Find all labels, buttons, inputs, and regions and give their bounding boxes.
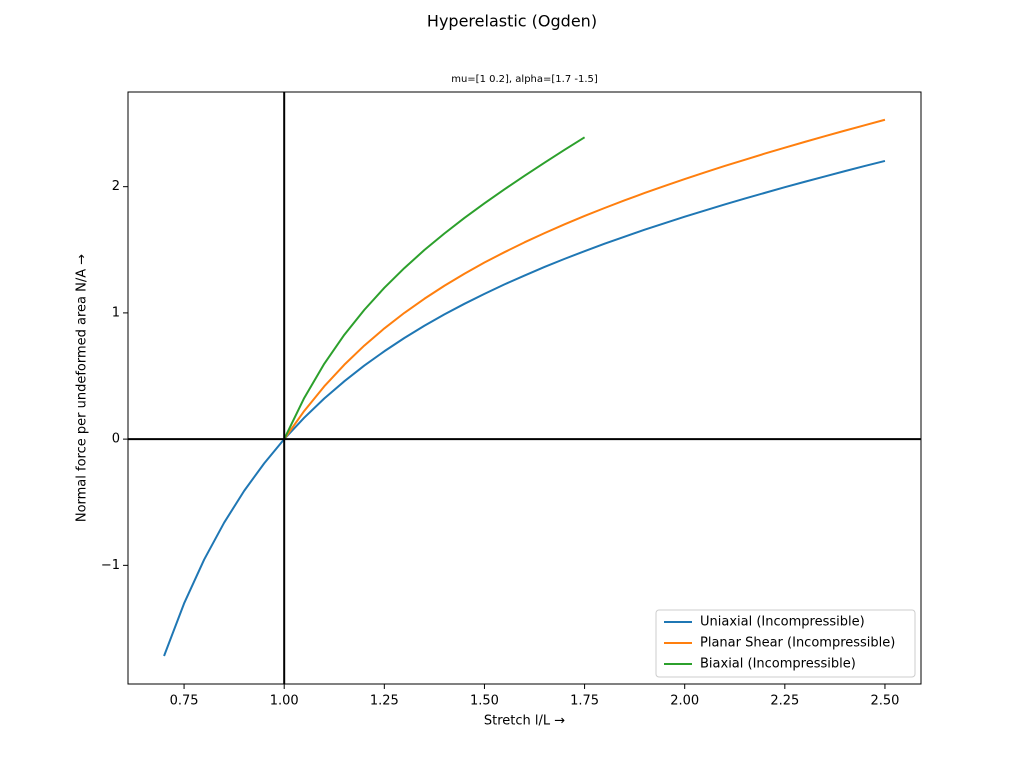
x-tick-label: 2.00 bbox=[670, 694, 699, 709]
legend-box bbox=[655, 609, 916, 678]
y-axis-label: Normal force per undeformed area N/A → bbox=[75, 254, 90, 522]
x-tick-label: 1.00 bbox=[270, 694, 299, 709]
y-tick-label: 0 bbox=[112, 432, 120, 447]
x-axis-label: Stretch l/L → bbox=[484, 714, 565, 729]
x-tick-label: 1.75 bbox=[570, 694, 599, 709]
x-tick-label: 2.50 bbox=[870, 694, 899, 709]
legend-label: Uniaxial (Incompressible) bbox=[700, 615, 865, 630]
y-tick-label: 2 bbox=[112, 179, 120, 194]
x-tick-label: 1.50 bbox=[470, 694, 499, 709]
chart-subtitle: mu=[1 0.2], alpha=[1.7 -1.5] bbox=[451, 74, 598, 85]
chart-title: Hyperelastic (Ogden) bbox=[427, 12, 597, 31]
x-tick-label: 1.25 bbox=[370, 694, 399, 709]
data-line bbox=[283, 136, 586, 440]
plot-frame bbox=[127, 91, 922, 685]
data-line bbox=[283, 118, 886, 440]
x-tick-label: 0.75 bbox=[170, 694, 199, 709]
y-tick-label: −1 bbox=[101, 558, 120, 573]
x-tick-label: 2.25 bbox=[770, 694, 799, 709]
legend-label: Planar Shear (Incompressible) bbox=[700, 636, 895, 651]
y-tick-label: 1 bbox=[112, 305, 120, 320]
legend-label: Biaxial (Incompressible) bbox=[700, 657, 856, 672]
